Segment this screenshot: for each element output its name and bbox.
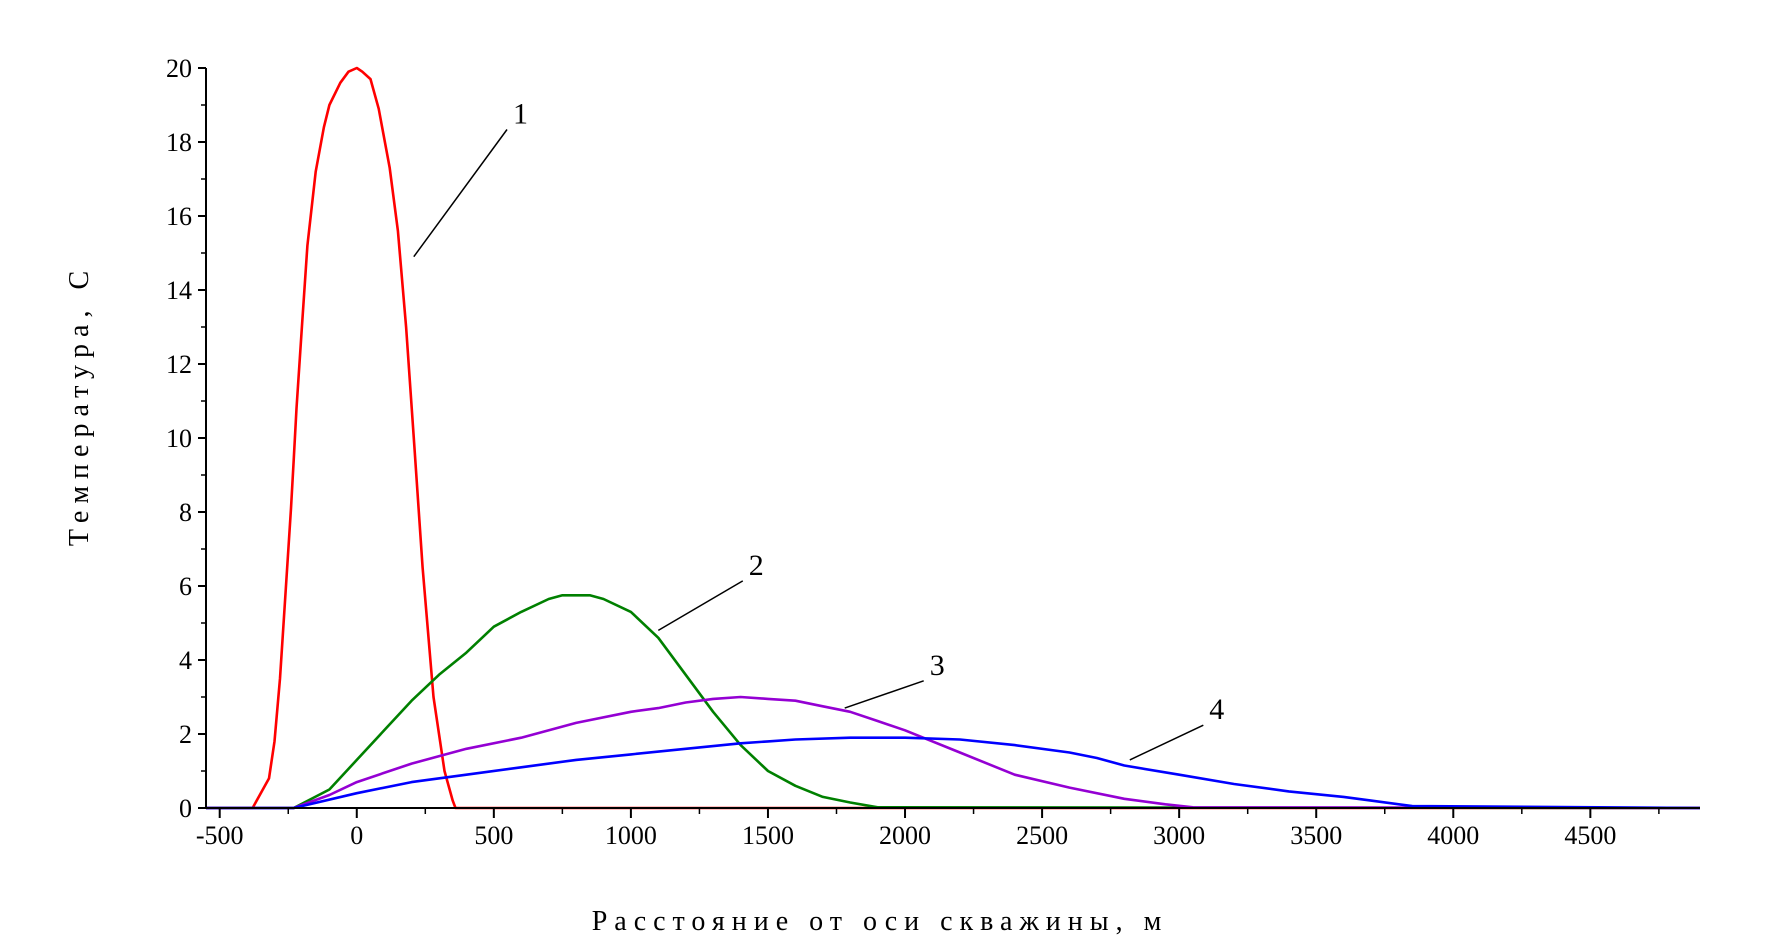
y-tick-label: 2 — [179, 720, 192, 749]
x-tick-label: 4000 — [1427, 821, 1479, 850]
y-tick-label: 6 — [179, 572, 192, 601]
y-axis-title: Температура, С — [64, 264, 95, 546]
x-tick-label: 1500 — [742, 821, 794, 850]
y-tick-label: 0 — [179, 794, 192, 823]
y-tick-label: 10 — [166, 424, 192, 453]
series-label-1: 1 — [513, 98, 528, 131]
curve-label-layer: 1 2 3 4 — [413, 98, 1224, 761]
series-label-4: 4 — [1209, 693, 1224, 726]
y-tick-label: 14 — [166, 276, 192, 305]
x-tick-label: 0 — [350, 821, 363, 850]
series-line-3 — [206, 695, 1701, 810]
x-tick-label: 2500 — [1016, 821, 1068, 850]
series-label-2: 2 — [749, 549, 764, 582]
series-pointer-4 — [1129, 724, 1204, 761]
x-tick-label: 500 — [474, 821, 513, 850]
series-pointer-1 — [413, 129, 508, 258]
y-tick-label: 12 — [166, 350, 192, 379]
series-pointer-2 — [657, 580, 744, 632]
series-pointer-3 — [844, 680, 924, 709]
y-tick-label: 8 — [179, 498, 192, 527]
x-tick-label: -500 — [196, 821, 244, 850]
series-line-2 — [206, 593, 1701, 810]
x-tick-label: 4500 — [1564, 821, 1616, 850]
y-tick-label: 18 — [166, 128, 192, 157]
series-line-4 — [206, 736, 1701, 810]
series-label-3: 3 — [930, 649, 945, 682]
y-tick-label: 16 — [166, 202, 192, 231]
series-layer — [206, 66, 1701, 810]
x-tick-label: 2000 — [879, 821, 931, 850]
y-tick-label: 20 — [166, 54, 192, 83]
x-tick-label: 3000 — [1153, 821, 1205, 850]
y-tick-label: 4 — [179, 646, 192, 675]
x-tick-label: 1000 — [605, 821, 657, 850]
x-tick-label: 3500 — [1290, 821, 1342, 850]
x-axis-title: Расстояние от оси скважины, м — [592, 906, 1169, 937]
series-line-1 — [206, 66, 1700, 810]
